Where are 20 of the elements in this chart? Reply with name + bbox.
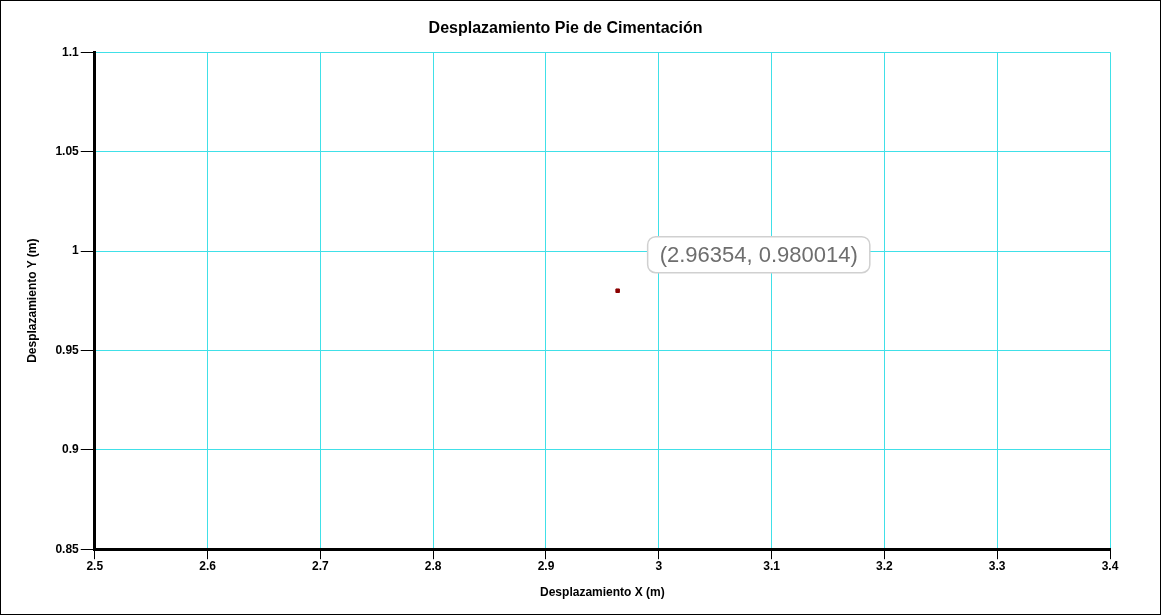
x-tick-label: 3.2	[876, 558, 894, 573]
x-tick-label: 3.1	[763, 558, 781, 573]
x-tick-label: 2.6	[199, 558, 217, 573]
y-tick-label: 1	[72, 243, 80, 258]
y-axis-title: Desplazamiento Y (m)	[24, 238, 39, 363]
y-tick-label: 0.9	[62, 442, 80, 457]
x-tick-label: 3.3	[988, 558, 1006, 573]
y-tick-label: 1.1	[62, 44, 80, 59]
annotation: (2.96354, 0.980014)	[659, 241, 858, 267]
y-tick-label: 0.95	[55, 342, 80, 357]
x-tick-label: 2.7	[312, 558, 330, 573]
x-tick-label: 2.8	[424, 558, 442, 573]
y-tick-label: 0.85	[55, 541, 80, 556]
chart-title: Desplazamiento Pie de Cimentación	[428, 19, 703, 37]
x-tick-label: 2.5	[86, 558, 104, 573]
x-tick-label: 3.4	[1101, 558, 1119, 573]
x-axis-title: Desplazamiento X (m)	[540, 585, 665, 600]
x-tick-label: 3	[655, 558, 663, 573]
x-tick-label: 2.9	[537, 558, 555, 573]
y-tick-label: 1.05	[55, 143, 80, 158]
